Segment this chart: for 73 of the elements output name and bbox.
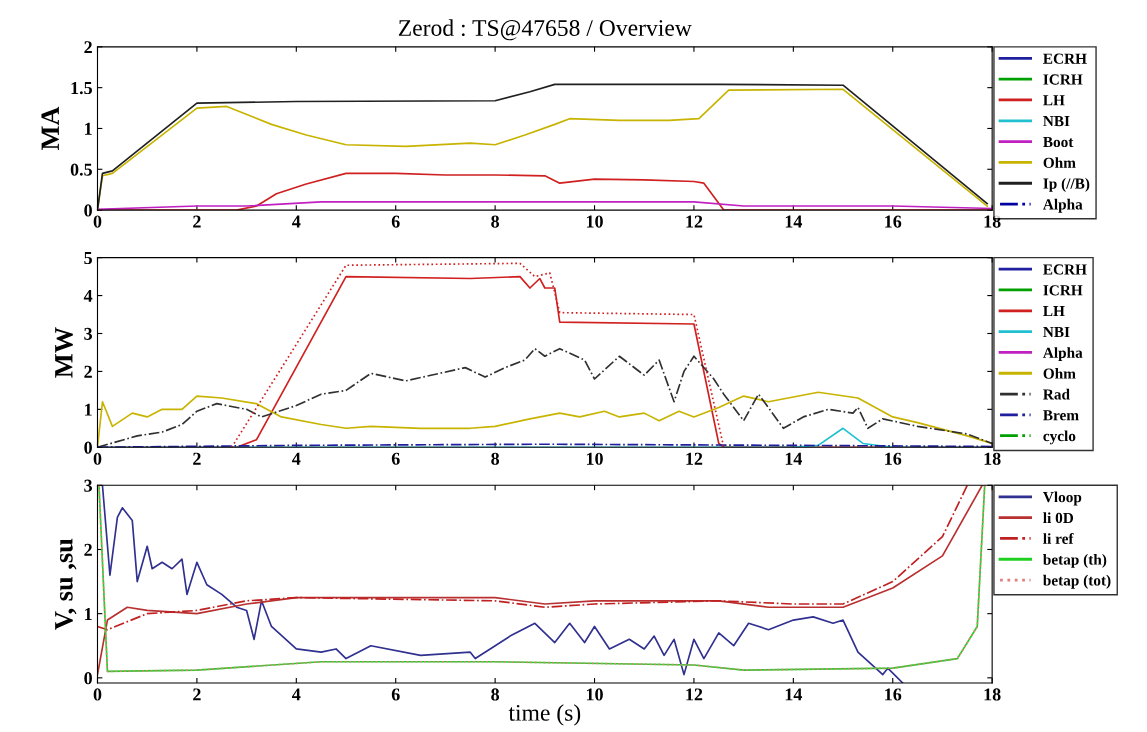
x-tick-label: 6 (391, 452, 400, 465)
y-tick-label: 1 (85, 122, 92, 135)
legend-label: Ohm (1043, 157, 1076, 168)
legend-label: Ohm (1043, 367, 1076, 379)
legend-label: Rad (1043, 388, 1070, 400)
legend-label: NBI (1043, 326, 1070, 337)
x-tick-label: 0 (93, 688, 102, 701)
x-tick-label: 2 (193, 688, 201, 701)
chart-title: Zerod : TS@47658 / Overview (398, 19, 692, 41)
x-tick-label: 10 (586, 688, 603, 701)
legend-label: Brem (1043, 410, 1079, 421)
y-axis-title: V, su ,su (55, 538, 77, 630)
x-tick-label: 18 (984, 452, 1001, 465)
x-tick-label: 6 (391, 688, 400, 701)
x-tick-label: 6 (391, 215, 400, 228)
x-tick-label: 2 (193, 452, 201, 465)
y-tick-label: 0 (84, 672, 92, 685)
x-tick-label: 10 (586, 452, 603, 465)
x-tick-label: 8 (491, 452, 500, 465)
y-tick-label: 3 (84, 327, 93, 340)
x-tick-label: 14 (785, 215, 803, 228)
y-tick-label: 2 (84, 543, 92, 556)
legend-label: LH (1043, 306, 1065, 317)
legend-label: ECRH (1043, 264, 1087, 275)
legend-label: Ip (//B) (1043, 177, 1090, 192)
x-tick-label: 2 (193, 215, 201, 228)
y-axis-title: MW (55, 327, 73, 378)
legend-label: ICRH (1043, 74, 1083, 85)
legend-label: cyclo (1043, 430, 1076, 445)
x-tick-label: 0 (93, 215, 102, 228)
x-tick-label: 18 (984, 688, 1001, 701)
y-tick-label: 2 (84, 365, 92, 378)
y-tick-label: 2 (84, 41, 92, 54)
legend-label: Alpha (1042, 198, 1083, 213)
x-tick-label: 14 (785, 452, 803, 465)
x-tick-label: 16 (885, 215, 902, 228)
y-tick-label: 1.5 (71, 82, 92, 95)
x-tick-label: 14 (785, 688, 803, 701)
x-tick-label: 12 (686, 688, 703, 701)
legend-label: ICRH (1043, 285, 1083, 296)
legend-label: Boot (1043, 136, 1074, 148)
y-tick-label: 1 (85, 403, 92, 416)
y-tick-label: 4 (83, 289, 93, 302)
legend-label: betap (th) (1043, 553, 1107, 568)
legend-label: LH (1043, 95, 1065, 106)
x-tick-label: 4 (292, 688, 301, 701)
legend-label: ECRH (1043, 53, 1087, 64)
x-tick-label: 0 (93, 452, 102, 465)
y-tick-label: 1 (85, 608, 92, 620)
legend-label: li ref (1043, 533, 1074, 544)
legend-label: betap (tot) (1043, 574, 1111, 589)
x-axis-title: time (s) (508, 704, 581, 726)
x-tick-label: 10 (586, 215, 603, 228)
x-tick-label: 12 (686, 215, 703, 228)
y-tick-label: 5 (84, 252, 92, 265)
x-tick-label: 4 (292, 215, 301, 228)
x-tick-label: 8 (491, 688, 500, 701)
x-tick-label: 4 (292, 452, 301, 465)
x-tick-label: 16 (885, 688, 902, 701)
legend-label: li 0D (1043, 512, 1074, 524)
x-tick-label: 12 (686, 452, 703, 465)
x-tick-label: 16 (885, 452, 902, 465)
y-tick-label: 0.5 (70, 163, 92, 176)
y-tick-label: 3 (84, 479, 93, 492)
y-tick-label: 0 (84, 441, 92, 454)
x-tick-label: 18 (984, 215, 1001, 228)
legend-label: NBI (1043, 116, 1070, 127)
line-series (97, 485, 969, 631)
legend-label: Alpha (1042, 347, 1083, 362)
y-tick-label: 0 (84, 204, 92, 217)
x-tick-label: 8 (491, 215, 500, 228)
legend-label: Vloop (1043, 491, 1082, 506)
y-axis-title: MA (41, 106, 59, 150)
